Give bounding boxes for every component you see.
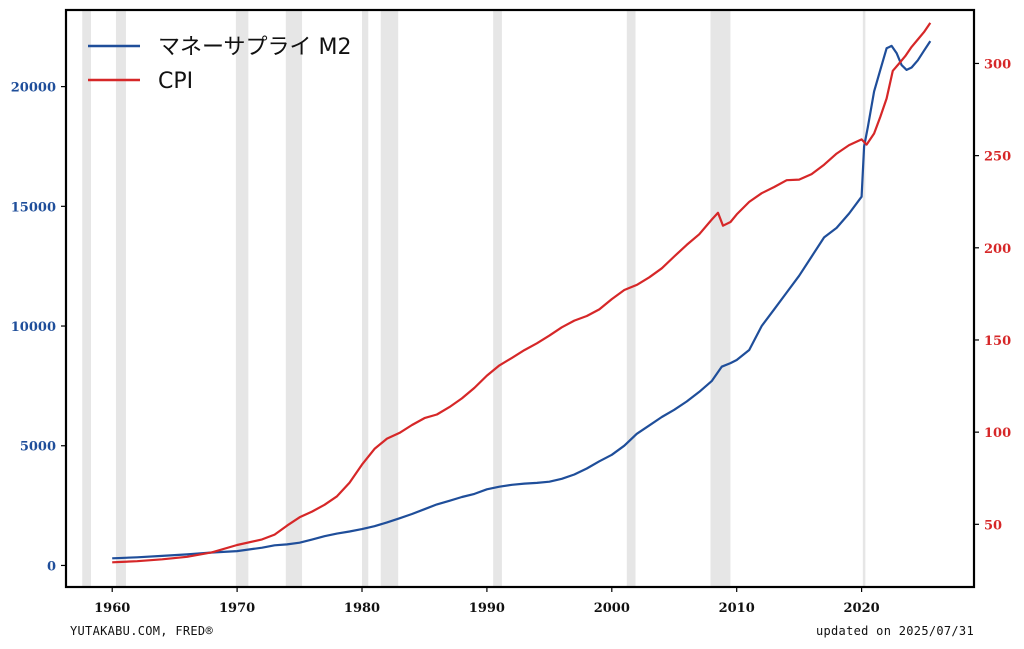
- x-tick-label: 1990: [469, 601, 505, 616]
- credit-text: YUTAKABU.COM, FRED®: [70, 624, 213, 638]
- y-left-tick-label: 15000: [11, 200, 56, 215]
- y-right-tick-label: 200: [984, 242, 1011, 257]
- y-left-tick-label: 10000: [11, 320, 56, 335]
- legend: マネーサプライ M2 CPI: [88, 35, 352, 94]
- recession-band: [380, 10, 399, 587]
- x-tick-label: 1960: [94, 601, 130, 616]
- y-right-tick-label: 50: [984, 518, 1002, 533]
- y-left-tick-label: 20000: [11, 81, 56, 96]
- y-right-tick-label: 300: [984, 57, 1011, 72]
- series-line-m2: [112, 40, 932, 560]
- y-right-tick-label: 250: [984, 150, 1011, 165]
- x-tick-label: 2000: [594, 601, 630, 616]
- x-tick-label: 1970: [219, 601, 255, 616]
- plot-frame: [64, 8, 976, 589]
- recession-band: [82, 10, 91, 587]
- recession-band: [285, 10, 303, 587]
- x-tick-label: 2010: [719, 601, 755, 616]
- updated-text: updated on 2025/07/31: [815, 624, 974, 638]
- legend-label: CPI: [158, 69, 193, 94]
- recession-band: [493, 10, 502, 587]
- y-left-tick-label: 0: [47, 559, 56, 574]
- recession-band: [235, 10, 249, 587]
- series-line-cpi: [112, 22, 932, 564]
- recession-band: [115, 10, 126, 587]
- x-tick-label: 2020: [843, 601, 879, 616]
- y-left-tick-label: 5000: [20, 440, 56, 455]
- recession-band: [626, 10, 636, 587]
- recession-band: [710, 10, 731, 587]
- y-right-tick-label: 150: [984, 334, 1011, 349]
- recession-band: [862, 10, 866, 587]
- y-right-tick-label: 100: [984, 426, 1011, 441]
- recession-band: [362, 10, 369, 587]
- legend-label: マネーサプライ M2: [158, 35, 352, 60]
- x-tick-label: 1980: [344, 601, 380, 616]
